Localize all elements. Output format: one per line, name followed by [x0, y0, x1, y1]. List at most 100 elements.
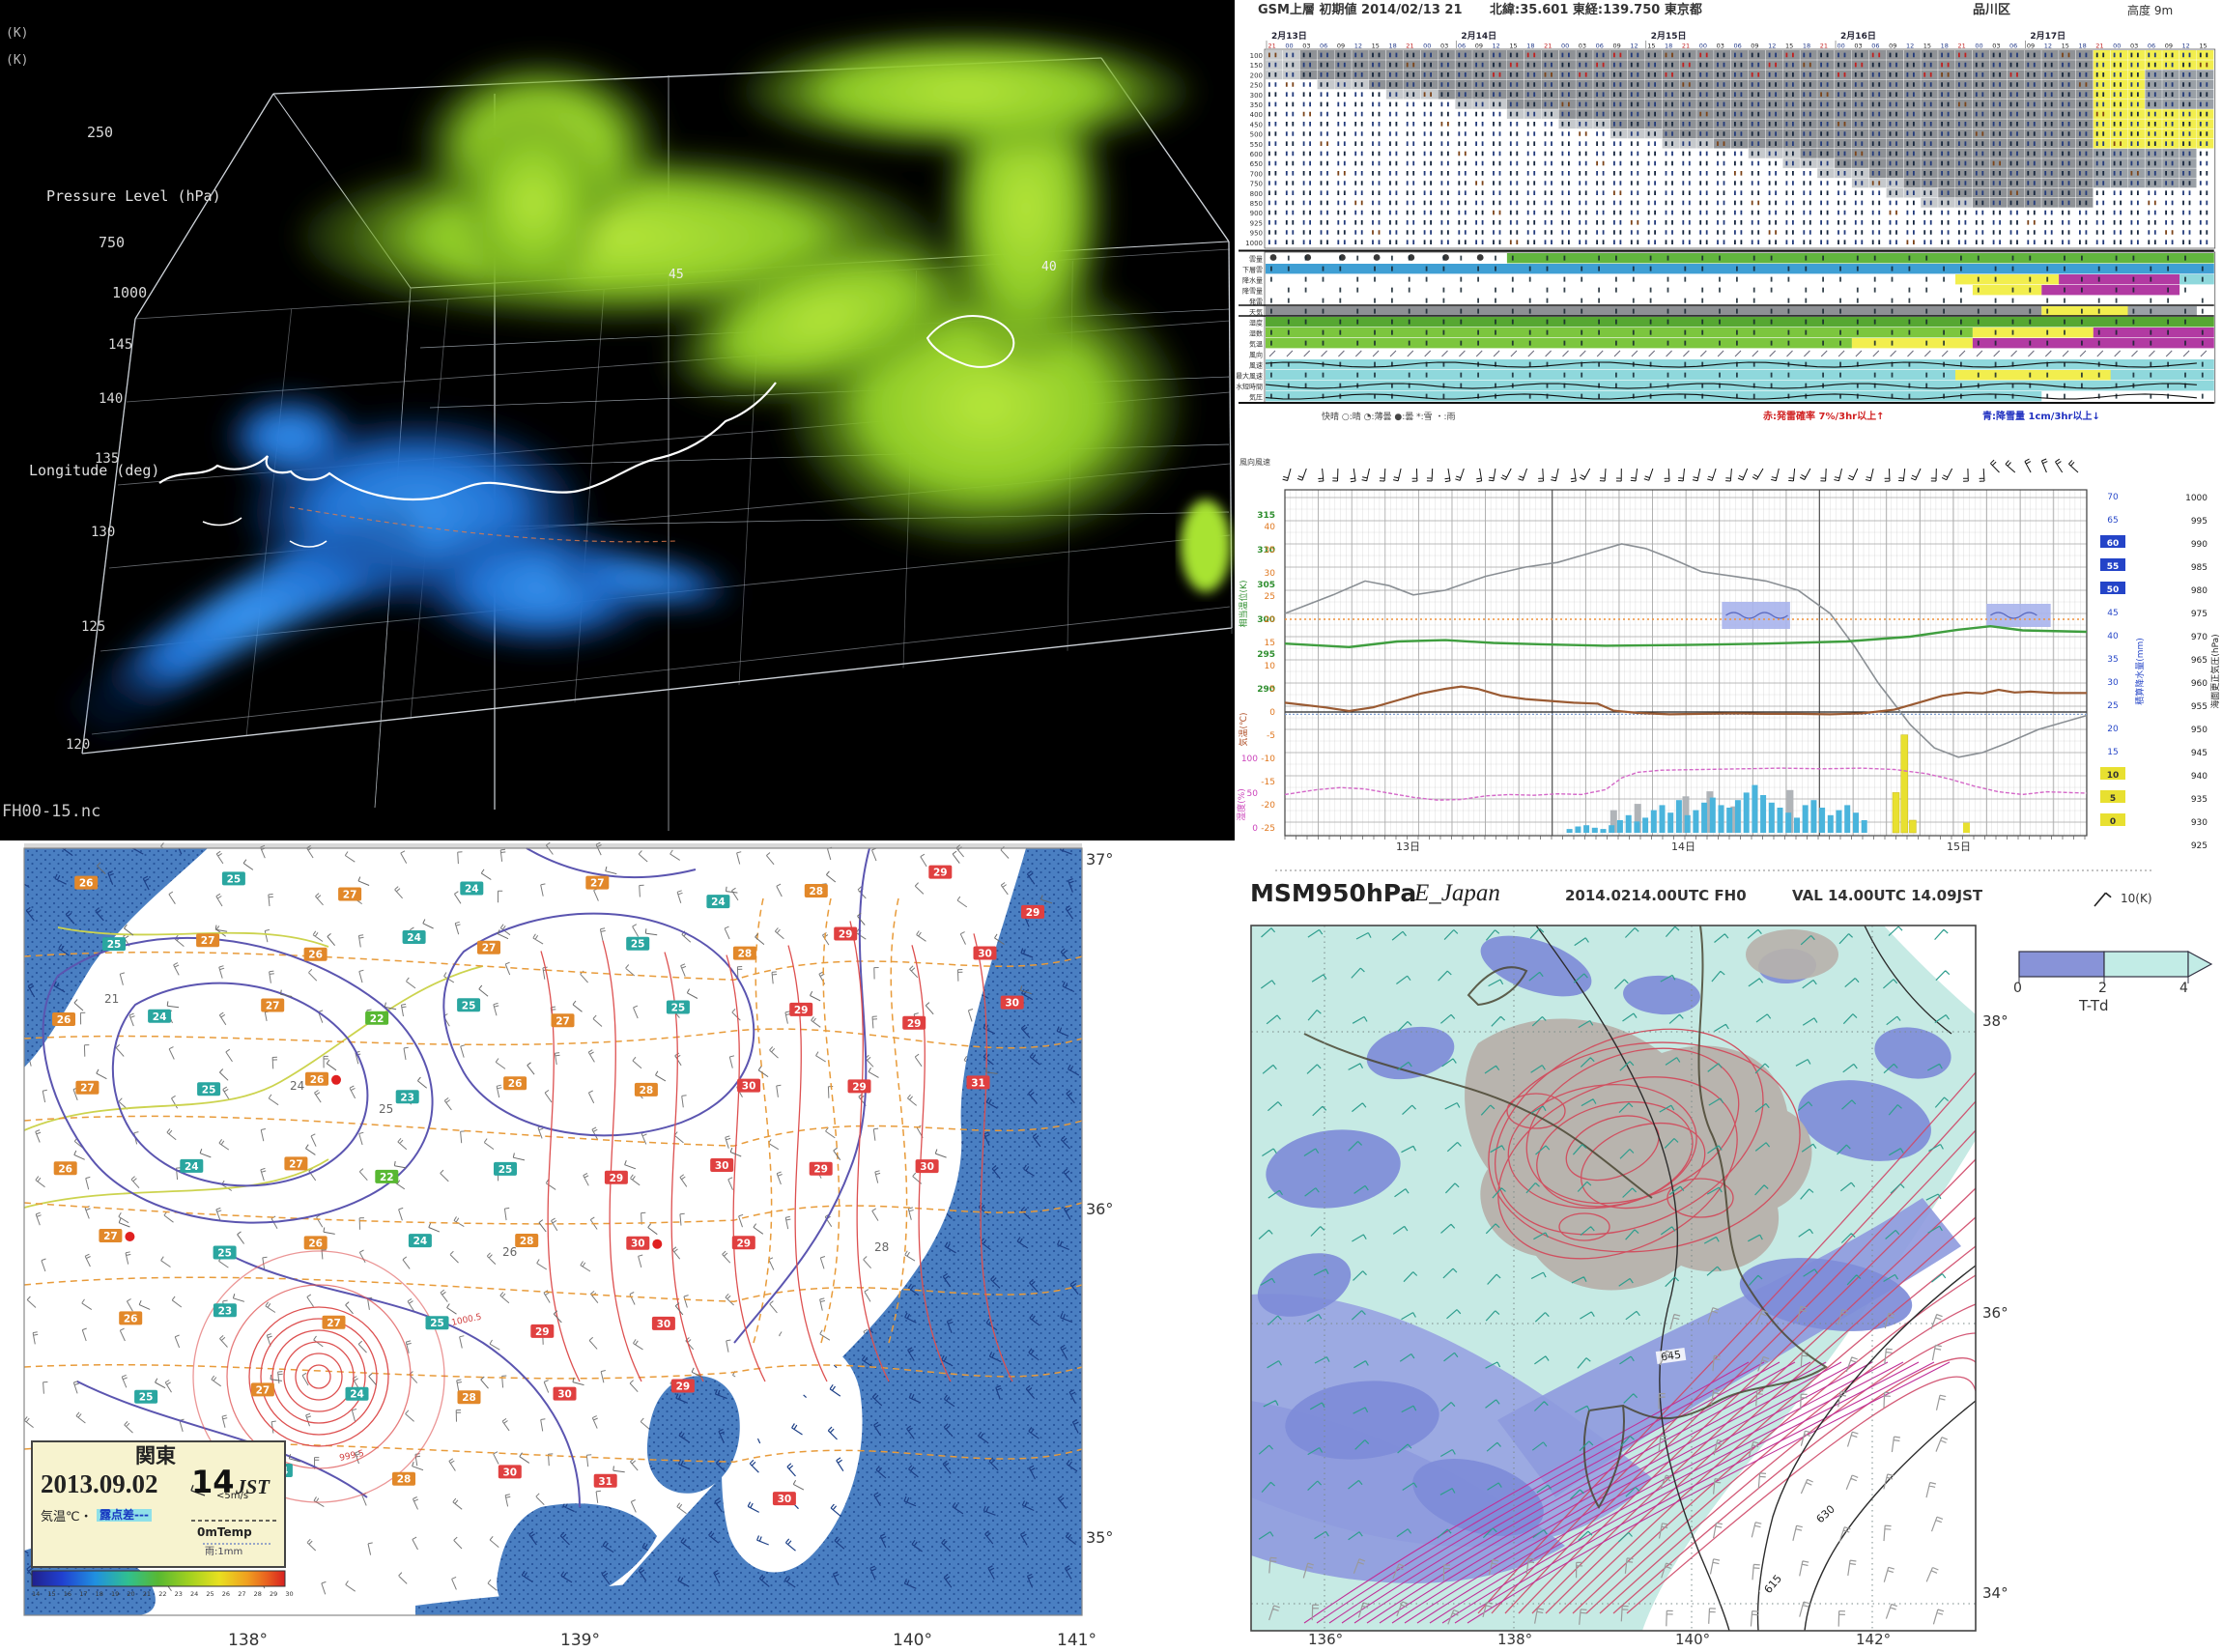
svg-text:03: 03: [1302, 43, 1310, 50]
svg-text:18: 18: [2078, 43, 2086, 50]
svg-text:25: 25: [217, 1248, 232, 1260]
svg-text:935: 935: [2191, 795, 2208, 805]
svg-text:21: 21: [2095, 43, 2103, 50]
svg-text:965: 965: [2191, 656, 2208, 666]
svg-text:09: 09: [1613, 43, 1621, 50]
lon-tick-130: 130: [91, 525, 116, 540]
svg-text:29: 29: [610, 1173, 624, 1184]
svg-text:28: 28: [640, 1085, 654, 1097]
svg-text:305: 305: [1257, 581, 1275, 590]
svg-text:27: 27: [201, 935, 215, 947]
svg-text:12: 12: [1630, 43, 1638, 50]
surface-row-label: 風向: [1249, 351, 1263, 359]
table-title: GSM上層 初期値 2014/02/13 21: [1258, 3, 1463, 17]
pressure-level-label: 900: [1250, 210, 1263, 217]
msm-title: MSM950hPa: [1250, 879, 1417, 907]
legend-hour: 14: [191, 1464, 235, 1500]
lat-tick-40: 40: [1041, 260, 1057, 274]
day-label-15: 15日: [1947, 840, 1971, 853]
contour-label: 25: [379, 1102, 393, 1116]
panel-meteogram: 315 310 305 300 295 290 40 35 30 25 20 15 10 5 0 -5 -10-…: [1237, 440, 2222, 879]
svg-text:18: 18: [1526, 43, 1534, 50]
surface-row-label: 湿度: [1249, 319, 1263, 328]
legend-rain-note: 雨:1mm: [205, 1547, 243, 1557]
svg-text:27: 27: [590, 878, 605, 890]
lon-tick-125: 125: [81, 619, 106, 635]
surface-row-label: 下層雲: [1242, 267, 1263, 274]
svg-text:290: 290: [1257, 685, 1275, 695]
svg-text:12: 12: [1768, 43, 1776, 50]
table-legend-blue: 青:降雪量 1cm/3hr以上↓: [1982, 412, 2100, 422]
blue-isosurface: [68, 396, 734, 739]
svg-text:30: 30: [715, 1160, 729, 1172]
surface-row-label: 発雷: [1249, 298, 1263, 306]
z-tick-1000: 1000: [112, 284, 148, 301]
surface-row-label: 気圧: [1249, 393, 1263, 402]
svg-text:65: 65: [2107, 516, 2118, 526]
msm-barb-ref: 10(K): [2121, 892, 2152, 905]
svg-text:22: 22: [370, 1013, 385, 1025]
humidity-line: [1284, 767, 2088, 801]
svg-text:30: 30: [978, 949, 992, 960]
svg-text:09: 09: [1475, 43, 1483, 50]
table-elevation: 高度 9m: [2127, 4, 2174, 17]
green-spike: [1181, 499, 1231, 592]
svg-text:24: 24: [350, 1389, 364, 1401]
svg-text:21: 21: [1682, 43, 1690, 50]
svg-text:21: 21: [1268, 43, 1276, 50]
unit-label-k1: (K): [6, 26, 29, 41]
colorbar-tick: 29: [270, 1590, 277, 1598]
msm-valid-label: VAL 14.00UTC 14.09JST: [1792, 887, 1983, 904]
svg-text:29: 29: [535, 1326, 550, 1338]
colorbar-tick: 20: [127, 1590, 134, 1598]
svg-text:31: 31: [971, 1077, 985, 1089]
svg-text:24: 24: [185, 1161, 199, 1173]
z-tick-750: 750: [99, 234, 126, 251]
svg-text:12: 12: [1493, 43, 1500, 50]
svg-text:00: 00: [1285, 43, 1293, 50]
svg-text:03: 03: [1440, 43, 1448, 50]
svg-text:15: 15: [1265, 639, 1275, 648]
panel-msm-map: 645 630 615 MSM950hPa E_Japan 2014.0214.00…: [1246, 879, 2222, 1652]
svg-text:-10: -10: [1261, 755, 1275, 764]
svg-text:930: 930: [2191, 818, 2208, 828]
table-site: 品川区: [1973, 3, 2011, 17]
svg-text:925: 925: [2191, 841, 2208, 851]
svg-text:00: 00: [1561, 43, 1569, 50]
svg-text:09: 09: [2027, 43, 2035, 50]
svg-text:30: 30: [2107, 678, 2119, 688]
svg-text:21: 21: [1820, 43, 1828, 50]
svg-text:20: 20: [2107, 725, 2119, 734]
day-label-13: 13日: [1396, 840, 1420, 853]
svg-text:29: 29: [813, 1164, 828, 1176]
svg-text:26: 26: [308, 1238, 323, 1249]
station-values: 26 25 27 24 27 24 28 29 29 25 27 26 24 27 25 28 29 30 26 24…: [52, 850, 1053, 1506]
colorbar-tick: 18: [96, 1590, 103, 1598]
pressure-level-label: 350: [1250, 101, 1263, 109]
pressure-level-label: 550: [1250, 141, 1263, 149]
svg-text:960: 960: [2191, 679, 2208, 689]
table-coords: 北緯:35.601 東経:139.750 東京都: [1490, 3, 1702, 17]
svg-text:31: 31: [598, 1476, 612, 1488]
contours-red-terrain: [1488, 1028, 1801, 1260]
svg-text:945: 945: [2191, 749, 2208, 758]
svg-text:5: 5: [1269, 685, 1275, 695]
contours-purple: [42, 847, 870, 1508]
svg-text:27: 27: [289, 1158, 303, 1170]
svg-text:26: 26: [57, 1014, 71, 1026]
svg-text:気温(℃): 気温(℃): [1238, 712, 1249, 746]
surface-row-label: 降雪量: [1242, 287, 1263, 296]
svg-text:海面更正気圧(hPa): 海面更正気圧(hPa): [2209, 634, 2221, 708]
svg-text:29: 29: [852, 1081, 867, 1093]
contour-label: 24: [290, 1079, 304, 1093]
svg-text:26: 26: [310, 1074, 325, 1086]
svg-text:0: 0: [1269, 708, 1275, 718]
svg-text:29: 29: [736, 1238, 751, 1249]
svg-text:22: 22: [380, 1172, 394, 1183]
svg-text:06: 06: [2148, 43, 2155, 50]
pressure-level-label: 650: [1250, 160, 1263, 168]
svg-text:29: 29: [1026, 907, 1040, 919]
colorbar-tick: 30: [285, 1590, 293, 1598]
surface-row-label: 風速: [1249, 362, 1263, 370]
